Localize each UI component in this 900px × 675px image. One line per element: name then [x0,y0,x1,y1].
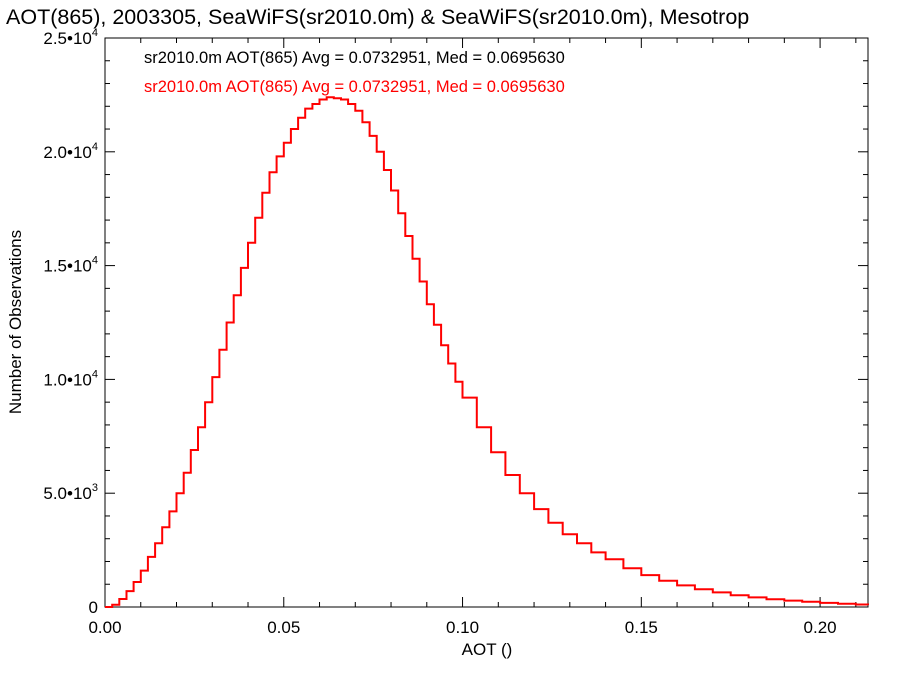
y-tick-label: 2.5•104 [43,27,98,48]
x-tick-label: 0.00 [88,618,121,637]
y-tick-label: 0 [89,598,98,617]
series-layer [105,96,869,608]
x-tick-label: 0.20 [804,618,837,637]
y-tick-label: 1.5•104 [43,255,98,276]
x-tick-label: 0.05 [267,618,300,637]
y-tick-label: 1.0•104 [43,368,98,389]
histogram-series-line [105,96,869,608]
x-tick-label: 0.15 [625,618,658,637]
chart-title: AOT(865), 2003305, SeaWiFS(sr2010.0m) & … [6,5,749,29]
y-tick-label: 2.0•104 [43,141,98,162]
y-axis-label: Number of Observations [6,230,25,414]
y-axis-ticks: 0 5.0•103 1.0•104 1.5•104 2.0•104 2.5•104 [43,27,868,617]
plot-frame [104,37,869,608]
y-tick-label: 5.0•103 [43,482,98,503]
x-axis-ticks: 0.00 0.05 0.10 0.15 0.20 [88,38,857,637]
x-axis-label: AOT () [462,640,513,659]
legend-entry-black: sr2010.0m AOT(865) Avg = 0.0732951, Med … [144,49,565,67]
x-tick-label: 0.10 [446,618,479,637]
legend-entry-red: sr2010.0m AOT(865) Avg = 0.0732951, Med … [144,78,565,96]
